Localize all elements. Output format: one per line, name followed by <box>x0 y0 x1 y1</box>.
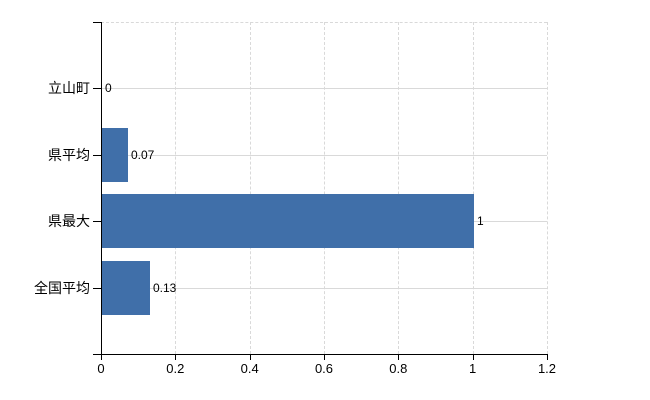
x-axis-tick <box>472 354 474 360</box>
x-axis <box>93 354 547 355</box>
x-gridline <box>472 22 474 354</box>
x-gridline <box>324 22 325 354</box>
y-gridline <box>101 88 547 89</box>
bar-value-label: 0 <box>105 81 112 95</box>
y-axis <box>101 22 102 354</box>
category-label: 立山町 <box>48 80 90 96</box>
y-axis-tick <box>93 288 101 289</box>
x-axis-tick <box>101 354 102 360</box>
y-axis-end-tick <box>93 22 101 23</box>
category-label: 県最大 <box>48 213 90 229</box>
x-gridline <box>175 22 177 354</box>
bar-value-label: 0.13 <box>153 281 177 295</box>
x-gridline <box>249 22 251 354</box>
x-axis-tick-label: 0.6 <box>314 361 334 376</box>
bar <box>102 194 474 248</box>
x-axis-tick <box>398 354 400 360</box>
x-axis-tick <box>175 354 177 360</box>
y-axis-tick <box>93 155 101 156</box>
category-label: 県平均 <box>48 147 90 163</box>
category-label: 全国平均 <box>34 280 90 296</box>
y-axis-tick <box>93 88 101 89</box>
x-axis-tick-label: 0.4 <box>240 361 259 376</box>
x-axis-tick <box>547 354 548 360</box>
x-axis-tick-label: 0.2 <box>166 361 185 376</box>
y-gridline <box>101 155 547 156</box>
y-gridline <box>101 288 547 289</box>
bar <box>102 128 128 182</box>
x-axis-tick-label: 1.2 <box>537 361 557 376</box>
x-gridline <box>547 22 548 354</box>
x-gridline <box>398 22 400 354</box>
bar-value-label: 0.07 <box>131 148 155 162</box>
y-axis-tick <box>93 221 101 222</box>
x-axis-tick-label: 0 <box>97 361 105 376</box>
x-axis-tick <box>249 354 251 360</box>
bar-value-label: 1 <box>477 214 484 228</box>
x-axis-tick-label: 0.8 <box>389 361 408 376</box>
x-axis-tick-label: 1 <box>469 361 477 376</box>
bar <box>102 261 150 315</box>
x-axis-tick <box>324 354 325 360</box>
